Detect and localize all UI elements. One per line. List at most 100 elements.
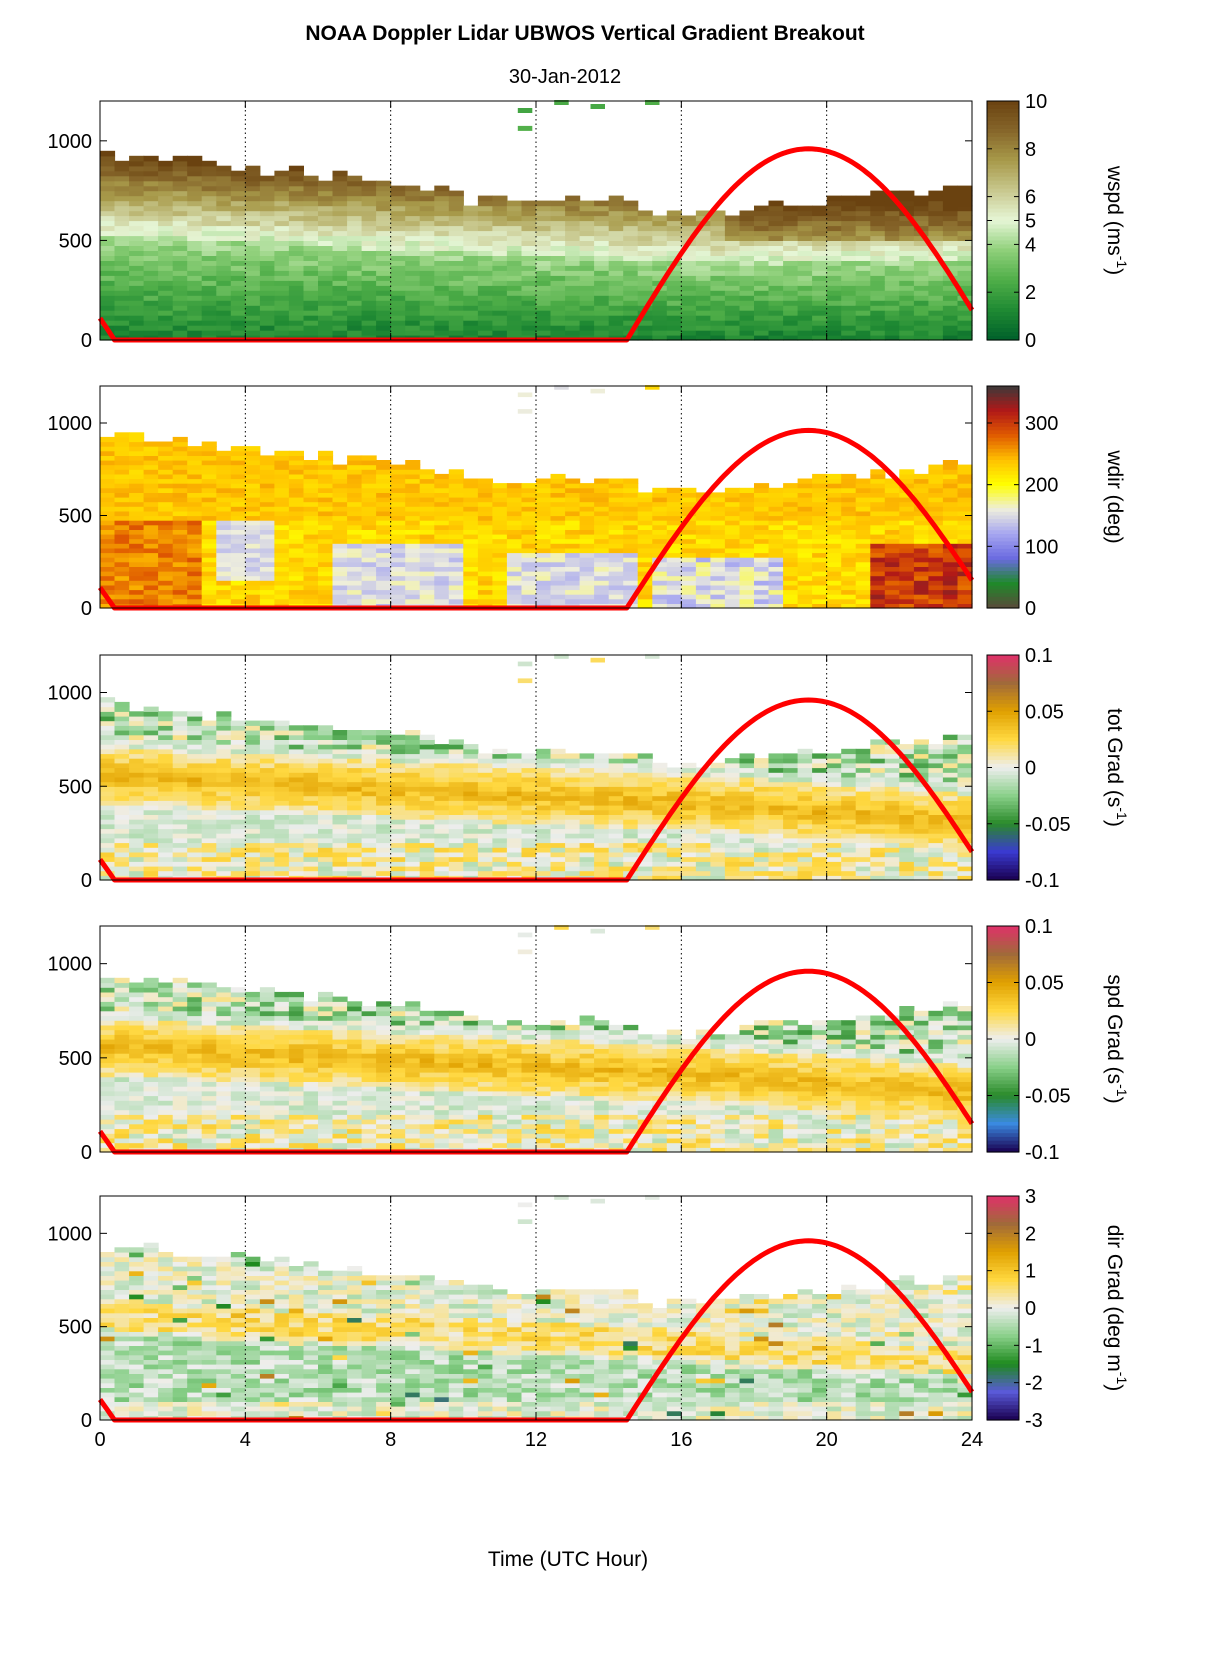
heatmap-cell	[390, 833, 406, 839]
heatmap-cell	[477, 310, 493, 316]
heatmap-cell	[448, 856, 464, 862]
heatmap-cell	[928, 265, 944, 271]
heatmap-cell	[434, 744, 450, 750]
heatmap-cell	[899, 225, 915, 232]
heatmap-cell	[579, 285, 595, 291]
heatmap-cell	[434, 260, 450, 266]
heatmap-cell	[710, 335, 726, 341]
heatmap-cell	[347, 552, 363, 558]
heatmap-cell	[201, 478, 217, 484]
heatmap-cell	[419, 580, 435, 586]
heatmap-cell	[201, 195, 217, 202]
heatmap-cell	[826, 515, 842, 521]
heatmap-cell	[390, 520, 406, 526]
heatmap-cell	[114, 225, 130, 232]
heatmap-cell	[318, 861, 334, 867]
heatmap-cell	[477, 330, 493, 336]
heatmap-cell	[361, 580, 377, 586]
heatmap-cell	[637, 598, 653, 604]
heatmap-cell	[390, 781, 406, 787]
heatmap-cell	[637, 566, 653, 572]
heatmap-cell	[841, 501, 857, 507]
heatmap-cell	[521, 762, 537, 769]
heatmap-cell	[114, 561, 130, 567]
heatmap-cell	[942, 603, 958, 609]
heatmap-cell	[143, 767, 159, 773]
heatmap-cell	[187, 790, 203, 797]
heatmap-cell	[187, 497, 203, 503]
heatmap-cell	[463, 594, 479, 600]
heatmap-cell	[332, 584, 348, 591]
heatmap-cell	[245, 534, 261, 540]
heatmap-cell	[376, 748, 392, 755]
heatmap-cell	[187, 734, 203, 740]
heatmap-cell	[288, 315, 304, 321]
heatmap-cell	[550, 230, 566, 237]
heatmap-cell	[172, 165, 188, 172]
heatmap-cell	[405, 584, 421, 591]
heatmap-cell	[158, 165, 174, 172]
heatmap-cell	[158, 589, 174, 595]
heatmap-cell	[448, 819, 464, 825]
heatmap-cell	[216, 520, 232, 526]
heatmap-cell	[797, 552, 813, 558]
heatmap-cell	[550, 240, 566, 246]
heatmap-cell	[376, 584, 392, 591]
heatmap-cell	[637, 280, 653, 286]
heatmap-cell	[201, 460, 217, 466]
heatmap-cell	[942, 265, 958, 271]
heatmap-cell	[390, 786, 406, 792]
heatmap-cell	[245, 501, 261, 507]
heatmap-cell	[652, 275, 668, 281]
heatmap-cell	[318, 730, 334, 736]
y-tick-label: 500	[59, 230, 92, 252]
heatmap-cell	[463, 786, 479, 792]
heatmap-cell	[506, 772, 522, 778]
heatmap-cell	[100, 295, 116, 301]
heatmap-cell	[448, 260, 464, 266]
heatmap-cell	[100, 800, 116, 806]
heatmap-cell	[230, 185, 246, 192]
heatmap-cell	[419, 837, 435, 844]
heatmap-cell	[288, 800, 304, 806]
heatmap-cell	[594, 819, 610, 825]
heatmap-cell	[288, 460, 304, 466]
heatmap-cell	[216, 762, 232, 769]
heatmap-cell	[419, 772, 435, 778]
heatmap-cell	[550, 847, 566, 853]
heatmap-cell	[724, 589, 740, 595]
heatmap-cell	[477, 255, 493, 261]
heatmap-cell	[274, 571, 290, 577]
heatmap-cell	[550, 515, 566, 521]
heatmap-cell	[376, 285, 392, 291]
heatmap-cell	[841, 473, 857, 480]
heatmap-cell	[419, 320, 435, 326]
heatmap-cell	[506, 809, 522, 815]
heatmap-cell	[376, 762, 392, 769]
heatmap-cell	[695, 245, 711, 251]
heatmap-cell	[826, 215, 842, 222]
heatmap-cell	[434, 861, 450, 867]
heatmap-cell	[579, 861, 595, 867]
heatmap-cell	[318, 744, 334, 750]
heatmap-cell	[506, 566, 522, 572]
heatmap-cell	[477, 580, 493, 586]
heatmap-cell	[870, 260, 886, 266]
heatmap-cell	[812, 235, 828, 241]
heatmap-cell	[826, 561, 842, 567]
heatmap-cell	[245, 310, 261, 316]
heatmap-cell	[492, 598, 508, 604]
heatmap-cell	[405, 501, 421, 507]
heatmap-cell	[812, 335, 828, 341]
heatmap-cell	[565, 805, 581, 811]
heatmap-cell	[724, 552, 740, 558]
heatmap-cell	[506, 870, 522, 876]
heatmap-cell	[826, 580, 842, 586]
heatmap-cell	[201, 781, 217, 787]
heatmap-cell	[492, 270, 508, 276]
heatmap-cell	[434, 506, 450, 512]
heatmap-cell	[579, 589, 595, 595]
heatmap-cell	[172, 762, 188, 769]
heatmap-cell	[288, 842, 304, 848]
heatmap-cell	[928, 230, 944, 237]
